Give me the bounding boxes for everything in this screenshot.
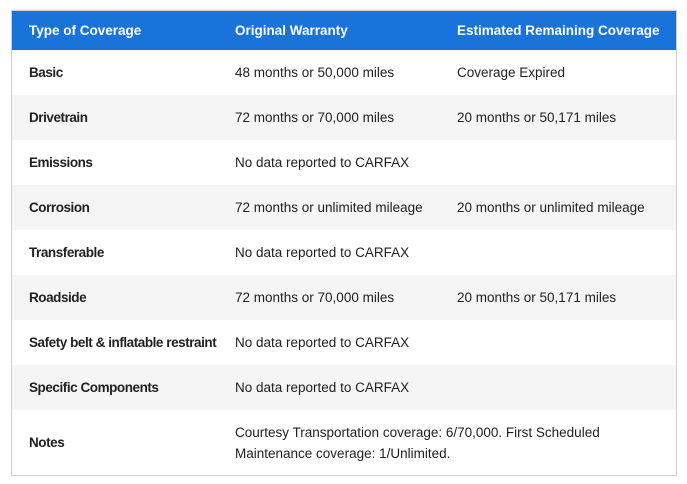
- table-row: Transferable No data reported to CARFAX: [12, 230, 676, 275]
- table-row: Basic 48 months or 50,000 miles Coverage E…: [12, 50, 676, 95]
- coverage-table: Type of Coverage Original Warranty Estimat…: [12, 11, 676, 475]
- empty-cell: [451, 140, 676, 185]
- coverage-cell: No data reported to CARFAX: [235, 155, 410, 170]
- table-row: Safety belt & inflatable restraint No dat…: [12, 320, 676, 365]
- coverage-cell: No data reported to CARFAX: [235, 335, 410, 350]
- table-row: Specific Components No data reported to C…: [12, 365, 676, 410]
- notes-text: Courtesy Transportation coverage: 6/70,0…: [235, 424, 600, 461]
- header-cell: Type of Coverage: [12, 11, 229, 50]
- coverage-type: Basic: [29, 65, 63, 80]
- coverage-cell: 72 months or unlimited mileage: [229, 185, 451, 230]
- notes-label: Notes: [29, 435, 65, 450]
- empty-cell: [451, 365, 676, 410]
- header-cell: Estimated Remaining Coverage: [451, 11, 676, 50]
- table-row: Emissions No data reported to CARFAX: [12, 140, 676, 185]
- header-row: Type of Coverage Original Warranty Estimat…: [12, 11, 676, 50]
- coverage-table-container: Type of Coverage Original Warranty Estimat…: [11, 10, 677, 476]
- table-row: Roadside 72 months or 70,000 miles 20 mont…: [12, 275, 676, 320]
- coverage-cell: No data reported to CARFAX: [229, 365, 451, 410]
- coverage-type: Corrosion: [12, 185, 229, 230]
- coverage-cell: 20 months or 50,171 miles: [451, 275, 676, 320]
- coverage-type: Emissions: [29, 155, 93, 170]
- coverage-cell: 20 months or 50,171 miles: [451, 95, 676, 140]
- coverage-cell: Coverage Expired: [457, 65, 566, 80]
- coverage-cell: 72 months or 70,000 miles: [229, 95, 451, 140]
- table-body: Basic 48 months or 50,000 miles Coverage E…: [12, 50, 676, 475]
- coverage-type: Drivetrain: [12, 95, 229, 140]
- header-cell: Original Warranty: [229, 11, 451, 50]
- coverage-cell: 48 months or 50,000 miles: [235, 65, 395, 80]
- table-row: Drivetrain 72 months or 70,000 miles 20 mo…: [12, 95, 676, 140]
- coverage-cell: 20 months or unlimited mileage: [451, 185, 676, 230]
- coverage-type: Roadside: [12, 275, 229, 320]
- coverage-type: Safety belt & inflatable restraint: [29, 335, 217, 350]
- coverage-cell: No data reported to CARFAX: [235, 245, 410, 260]
- coverage-type: Transferable: [29, 245, 104, 260]
- coverage-cell: 72 months or 70,000 miles: [229, 275, 451, 320]
- table-row: Corrosion 72 months or unlimited mileage 2…: [12, 185, 676, 230]
- notes-row: Notes Courtesy Transportation coverage: 6…: [12, 410, 676, 475]
- coverage-type: Specific Components: [12, 365, 229, 410]
- empty-cell: [451, 320, 676, 365]
- empty-cell: [451, 230, 676, 275]
